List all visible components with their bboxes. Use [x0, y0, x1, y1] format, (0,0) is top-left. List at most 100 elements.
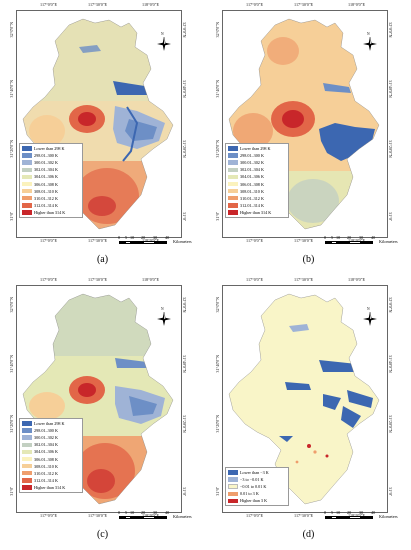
- lat-label: 32°0'0"N: [388, 22, 393, 38]
- scale-bar: 0 5 10 20 30 40 Kilometers: [118, 235, 192, 249]
- legend-item: 306.01–308 K: [22, 180, 80, 187]
- legend-item: 300.01–302 K: [22, 434, 80, 441]
- legend-item: 304.01–306 K: [228, 173, 286, 180]
- scale-tick: 40: [165, 235, 170, 240]
- scale-tick: 5: [331, 235, 334, 240]
- legend-item: 300.01–302 K: [228, 159, 286, 166]
- legend-item: 306.01–308 K: [22, 455, 80, 462]
- legend-item: 306.01–308 K: [228, 180, 286, 187]
- legend-item: Lower than 298 K: [22, 420, 80, 427]
- legend-item: 304.01–306 K: [22, 448, 80, 455]
- legend-item: −0.01 to 0.01 K: [228, 483, 286, 490]
- legend-item: 308.01–310 K: [228, 188, 286, 195]
- lat-label: 31°20'0"N: [9, 140, 14, 158]
- scale-bar: 0 5 10 20 30 40 Kilometers: [324, 235, 398, 249]
- compass-rose-icon: [363, 36, 377, 51]
- legend-item: Higher than 314 K: [228, 209, 286, 216]
- lon-label: 117°30'0"E: [294, 513, 314, 518]
- lat-label: 31°0': [182, 212, 187, 221]
- legend-item: 0.01 to 3 K: [228, 490, 286, 497]
- lon-label: 117°0'0"E: [40, 2, 58, 7]
- legend-item: 302.01–304 K: [228, 166, 286, 173]
- lat-label: 31°0': [182, 487, 187, 496]
- lat-label: 31°40'0"N: [388, 355, 393, 373]
- lat-label: 31°40'0"N: [215, 355, 220, 373]
- legend: Lower than 298 K 298.01–300 K 300.01–302…: [19, 143, 83, 218]
- scale-tick: 5: [125, 235, 128, 240]
- scale-tick: 0: [324, 510, 327, 515]
- scale-unit: Kilometers: [173, 239, 192, 244]
- scale-tick: 30: [153, 510, 158, 515]
- legend-item: 312.01–314 K: [22, 202, 80, 209]
- scale-tick: 20: [141, 510, 146, 515]
- legend-item: Lower than 298 K: [22, 145, 80, 152]
- legend-item: Higher than 314 K: [22, 484, 80, 491]
- scale-tick: 20: [141, 235, 146, 240]
- scale-bar: 0 5 10 20 30 40 Kilometers: [324, 510, 398, 524]
- lon-label: 118°0'0"E: [348, 2, 366, 7]
- panel-caption: (b): [302, 254, 315, 265]
- scale-bar: 0 5 10 20 30 40 Kilometers: [118, 510, 192, 524]
- scale-bar-segments: [119, 241, 167, 244]
- lat-label: 31°20'0"N: [388, 140, 393, 158]
- scale-tick: 10: [130, 510, 135, 515]
- lon-label: 118°0'0"E: [348, 277, 366, 282]
- map-panel-a: 117°0'0"E 117°30'0"E 118°0'0"E 117°0'0"E…: [0, 0, 205, 275]
- lon-label: 117°30'0"E: [294, 277, 314, 282]
- lon-label: 118°0'0"E: [348, 513, 365, 518]
- legend-item: Higher than 314 K: [22, 209, 80, 216]
- lat-label: 31°0': [9, 212, 14, 221]
- map-panel-c: 117°0'0"E 117°30'0"E 118°0'0"E 117°0'0"E…: [0, 275, 205, 550]
- legend-item: Higher than 3 K: [228, 497, 286, 504]
- lon-label: 117°30'0"E: [88, 277, 108, 282]
- lat-label: 32°0'0"N: [9, 297, 14, 313]
- scale-bar-segments: [325, 241, 373, 244]
- scale-tick: 10: [130, 235, 135, 240]
- lon-label: 117°0'0"E: [40, 277, 58, 282]
- lon-label: 118°0'0"E: [142, 238, 159, 243]
- legend-item: 308.01–310 K: [22, 463, 80, 470]
- legend-item: 298.01–300 K: [228, 152, 286, 159]
- lat-label: 31°0': [215, 212, 220, 221]
- legend-item: 298.01–300 K: [22, 152, 80, 159]
- legend-item: 300.01–302 K: [22, 159, 80, 166]
- lon-label: 118°0'0"E: [348, 238, 365, 243]
- scale-tick: 20: [347, 235, 352, 240]
- panel-caption: (a): [96, 254, 109, 265]
- scale-tick: 40: [165, 510, 170, 515]
- scale-tick: 0: [118, 235, 121, 240]
- legend-item: 310.01–312 K: [22, 470, 80, 477]
- lat-label: 31°40'0"N: [9, 355, 14, 373]
- compass-rose-icon: [157, 36, 171, 51]
- lat-label: 31°20'0"N: [182, 140, 187, 158]
- lon-label: 117°30'0"E: [88, 513, 108, 518]
- legend-item: 298.01–300 K: [22, 427, 80, 434]
- lat-label: 31°20'0"N: [182, 415, 187, 433]
- scale-tick: 30: [359, 510, 364, 515]
- north-label: N: [161, 307, 164, 311]
- scale-tick: 40: [371, 510, 376, 515]
- lat-label: 31°0': [9, 487, 14, 496]
- scale-unit: Kilometers: [173, 514, 192, 519]
- difference-map: [228, 293, 380, 505]
- legend-item: 304.01–306 K: [22, 173, 80, 180]
- lon-label: 117°0'0"E: [246, 513, 264, 518]
- lat-label: 31°40'0"N: [388, 80, 393, 98]
- lat-label: 31°20'0"N: [215, 140, 220, 158]
- scale-tick: 30: [153, 235, 158, 240]
- legend: Lower than 298 K 298.01–300 K 300.01–302…: [19, 418, 83, 493]
- legend-item: −3 to −0.01 K: [228, 476, 286, 483]
- legend-item: 308.01–310 K: [22, 188, 80, 195]
- lat-label: 31°0': [388, 212, 393, 221]
- scale-tick: 20: [347, 510, 352, 515]
- legend-item: 312.01–314 K: [228, 202, 286, 209]
- north-arrow: N: [156, 32, 172, 54]
- scale-tick: 0: [118, 510, 121, 515]
- legend-item: 302.01–304 K: [22, 166, 80, 173]
- legend-item: Lower than 298 K: [228, 145, 286, 152]
- lat-label: 32°0'0"N: [182, 297, 187, 313]
- legend: Lower than −3 K −3 to −0.01 K −0.01 to 0…: [225, 467, 289, 507]
- north-arrow: N: [362, 32, 378, 54]
- scale-tick: 10: [336, 510, 341, 515]
- lon-label: 117°0'0"E: [246, 277, 264, 282]
